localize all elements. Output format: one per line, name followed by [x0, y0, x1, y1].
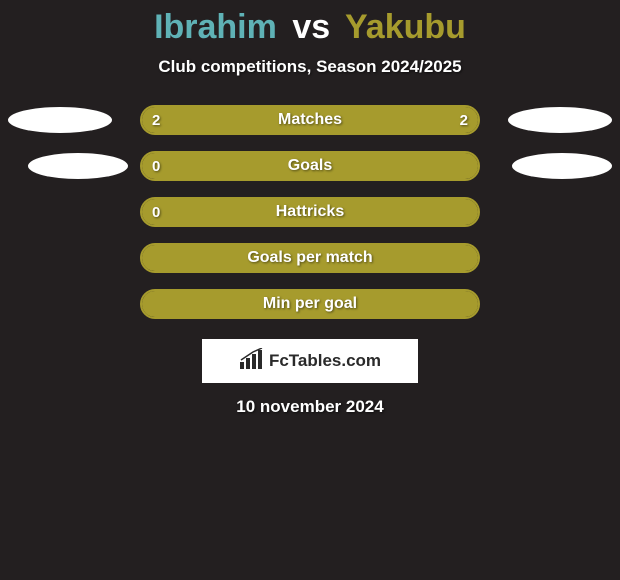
ellipse-left	[28, 153, 128, 179]
stat-row: 0Hattricks	[0, 197, 620, 227]
brand-box: FcTables.com	[202, 339, 418, 383]
stat-bar: Goals per match	[140, 243, 480, 273]
stat-row: 0Goals	[0, 151, 620, 181]
brand-text: FcTables.com	[269, 351, 381, 371]
stat-row: Min per goal	[0, 289, 620, 319]
title: Ibrahim vs Yakubu	[0, 8, 620, 47]
stat-label: Hattricks	[142, 199, 478, 225]
stat-label: Goals	[142, 153, 478, 179]
stat-rows: 22Matches 0Goals 0Hattricks Goals per match…	[0, 105, 620, 319]
stat-bar: Min per goal	[140, 289, 480, 319]
stat-bar: 0Hattricks	[140, 197, 480, 227]
ellipse-right	[512, 153, 612, 179]
stat-label: Matches	[142, 107, 478, 133]
stat-bar: 0Goals	[140, 151, 480, 181]
date-text: 10 november 2024	[0, 397, 620, 417]
ellipse-right	[508, 107, 612, 133]
vs-text: vs	[292, 8, 330, 46]
player2-name: Yakubu	[345, 8, 466, 46]
chart-icon	[239, 348, 265, 375]
player1-name: Ibrahim	[154, 8, 277, 46]
stat-label: Goals per match	[142, 245, 478, 271]
stat-row: Goals per match	[0, 243, 620, 273]
stat-row: 22Matches	[0, 105, 620, 135]
ellipse-left	[8, 107, 112, 133]
stat-bar: 22Matches	[140, 105, 480, 135]
comparison-card: Ibrahim vs Yakubu Club competitions, Sea…	[0, 0, 620, 580]
stat-label: Min per goal	[142, 291, 478, 317]
brand-inner: FcTables.com	[239, 348, 381, 375]
subtitle: Club competitions, Season 2024/2025	[0, 57, 620, 77]
